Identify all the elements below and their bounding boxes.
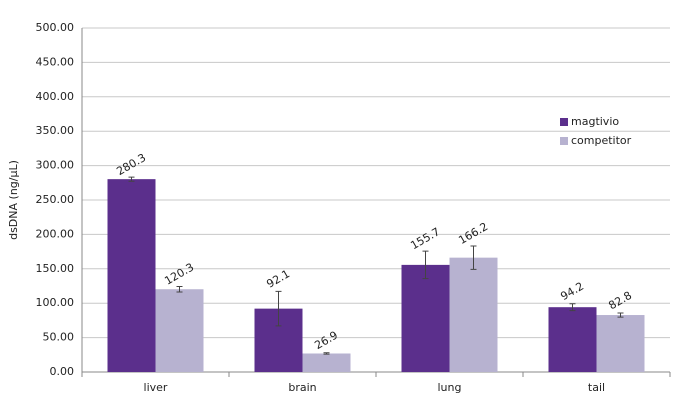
data-label: 120.3: [162, 261, 196, 288]
y-tick-label: 0.00: [50, 365, 75, 378]
bar: [548, 307, 597, 372]
bar: [107, 179, 156, 372]
bar: [449, 257, 498, 372]
x-tick-label: tail: [588, 381, 605, 394]
error-bar: [617, 312, 624, 318]
y-tick-label: 450.00: [36, 55, 75, 68]
error-bar: [128, 176, 135, 182]
y-tick-label: 150.00: [36, 262, 75, 275]
data-label: 82.8: [606, 289, 634, 313]
legend-label: competitor: [571, 134, 632, 147]
data-label: 155.7: [408, 225, 442, 252]
legend-label: magtivio: [571, 115, 619, 128]
error-bar: [422, 250, 429, 280]
y-axis-label: dsDNA (ng/µL): [7, 160, 20, 240]
x-tick-label: brain: [288, 381, 316, 394]
error-bar: [323, 352, 330, 355]
y-tick-label: 500.00: [36, 21, 75, 34]
error-bar: [176, 285, 183, 293]
bar: [155, 289, 204, 372]
x-tick-label: lung: [438, 381, 462, 394]
y-tick-label: 350.00: [36, 124, 75, 137]
error-bar: [275, 290, 282, 327]
data-label: 280.3: [114, 151, 148, 178]
y-tick-label: 300.00: [36, 159, 75, 172]
y-tick-label: 250.00: [36, 193, 75, 206]
x-tick-label: liver: [144, 381, 168, 394]
error-bar: [569, 303, 576, 312]
data-label: 92.1: [264, 267, 292, 291]
legend-swatch: [560, 137, 568, 145]
bar: [302, 353, 351, 372]
data-label: 166.2: [456, 220, 490, 247]
y-tick-label: 400.00: [36, 90, 75, 103]
y-tick-label: 200.00: [36, 227, 75, 240]
error-bar: [470, 245, 477, 270]
bar: [401, 264, 450, 372]
data-label: 94.2: [558, 280, 586, 304]
bar: [596, 315, 645, 372]
data-label: 26.9: [312, 329, 340, 353]
legend-swatch: [560, 118, 568, 126]
y-tick-label: 50.00: [43, 331, 75, 344]
y-tick-label: 100.00: [36, 296, 75, 309]
